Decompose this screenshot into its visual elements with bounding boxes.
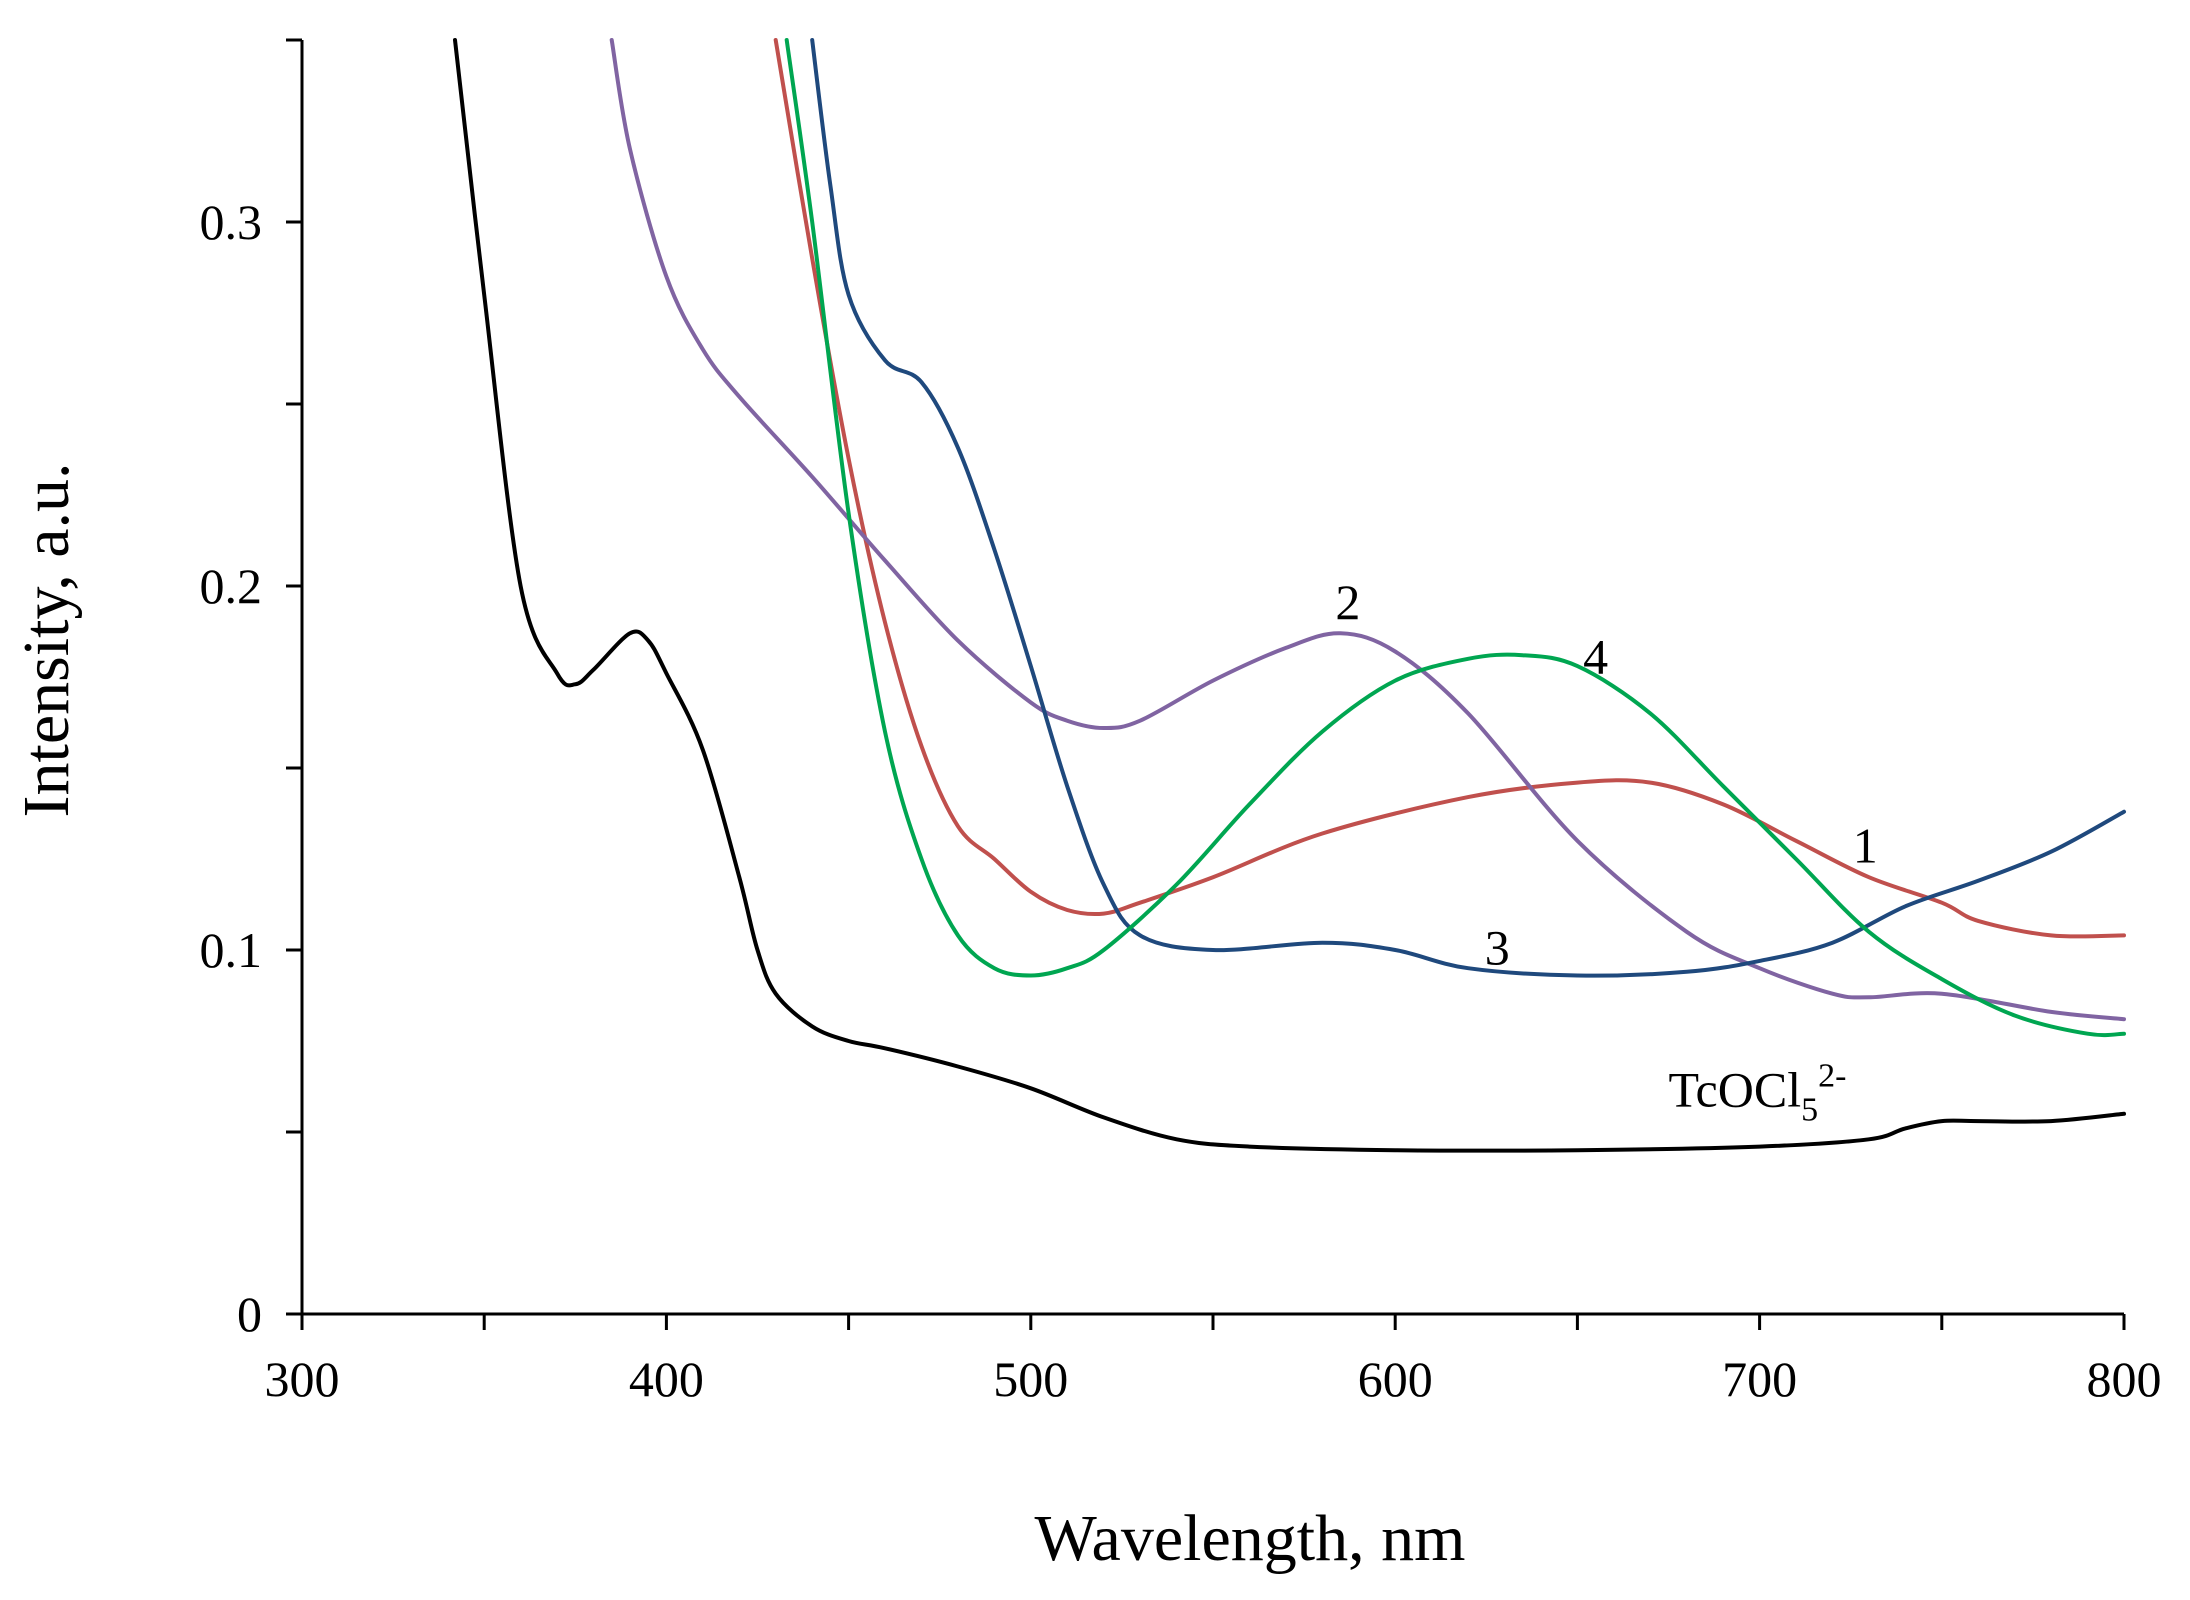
x-tick-label: 600	[1358, 1351, 1433, 1407]
series-line-4	[784, 38, 2126, 1038]
curve-labels: TcOCl52- 1 2 3 4	[1335, 574, 1877, 1129]
x-tick-label: 300	[265, 1351, 340, 1407]
curve-label: TcOCl52-	[1669, 1058, 1847, 1129]
curve-label: 2	[1335, 574, 1360, 630]
x-tick-label: 800	[2087, 1351, 2162, 1407]
series-line-1	[773, 38, 2126, 939]
series-line-2	[609, 38, 2126, 1022]
curve-label: 1	[1853, 818, 1878, 874]
y-tick-label: 0.1	[200, 922, 263, 978]
y-tick-label: 0.2	[200, 558, 263, 614]
series-line-tcocl5-2-	[453, 38, 2126, 1153]
series-group	[453, 38, 2126, 1153]
curve-label: 4	[1583, 628, 1608, 684]
x-tick-label: 700	[1722, 1351, 1797, 1407]
x-tick-label: 500	[993, 1351, 1068, 1407]
axes: 300 400 500 600 700 800 0 0.1 0.2 0.3	[200, 38, 2162, 1407]
x-axis-title: Wavelength, nm	[1035, 1502, 1466, 1575]
x-tick-label: 400	[629, 1351, 704, 1407]
y-tick-label: 0.3	[200, 194, 263, 250]
series-line-3	[810, 38, 2126, 978]
curve-label: 3	[1485, 920, 1510, 976]
y-tick-label: 0	[237, 1286, 262, 1342]
y-axis-title: Intensity, a.u.	[10, 463, 83, 818]
